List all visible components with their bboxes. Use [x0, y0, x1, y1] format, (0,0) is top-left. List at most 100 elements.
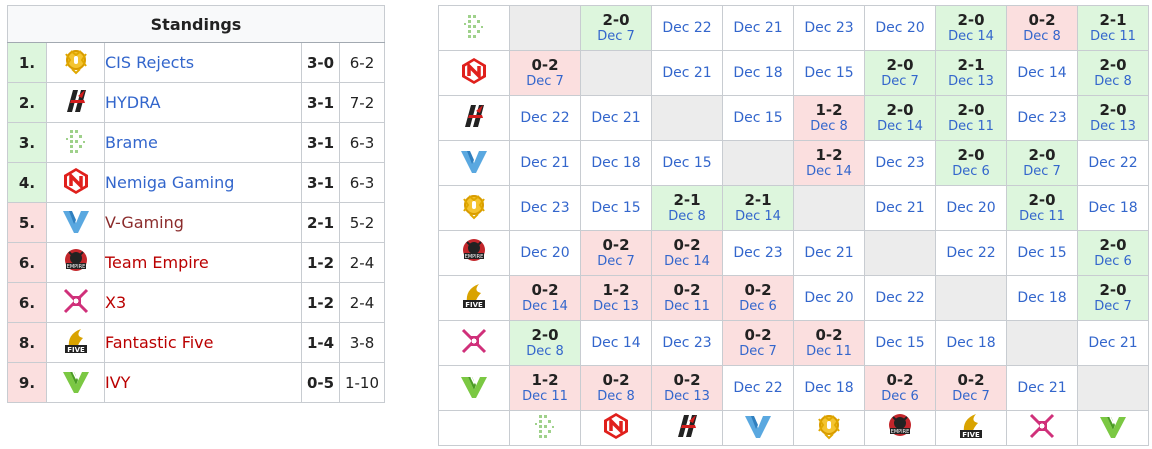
- match-date-link[interactable]: Dec 13: [664, 389, 710, 404]
- match-date-link[interactable]: Dec 20: [875, 20, 925, 36]
- match-date-link[interactable]: Dec 22: [733, 380, 783, 396]
- match-date-link[interactable]: Dec 18: [591, 155, 641, 171]
- match-date-link[interactable]: Dec 22: [662, 20, 712, 36]
- match-date-link[interactable]: Dec 22: [1088, 155, 1138, 171]
- match-date-link[interactable]: Dec 8: [597, 389, 635, 404]
- match-date-link[interactable]: Dec 8: [1023, 29, 1061, 44]
- match-date-link[interactable]: Dec 15: [804, 65, 854, 81]
- match-date-link[interactable]: Dec 8: [668, 209, 706, 224]
- match-date-link[interactable]: Dec 8: [526, 344, 564, 359]
- cis-rejects-logo-icon[interactable]: [459, 191, 489, 225]
- match-date-link[interactable]: Dec 18: [1088, 200, 1138, 216]
- match-date-link[interactable]: Dec 11: [948, 119, 994, 134]
- team-link[interactable]: CIS Rejects: [105, 53, 195, 72]
- match-date-link[interactable]: Dec 23: [804, 20, 854, 36]
- match-date-link[interactable]: Dec 23: [875, 155, 925, 171]
- match-date-link[interactable]: Dec 13: [948, 74, 994, 89]
- match-date-link[interactable]: Dec 23: [1017, 110, 1067, 126]
- ivy-logo-icon[interactable]: [1098, 411, 1128, 445]
- hydra-logo-icon[interactable]: [672, 411, 702, 445]
- team-link[interactable]: Nemiga Gaming: [105, 173, 235, 192]
- match-date-link[interactable]: Dec 11: [1019, 209, 1065, 224]
- hydra-logo-icon[interactable]: [61, 86, 91, 120]
- match-date-link[interactable]: Dec 21: [804, 245, 854, 261]
- v-gaming-logo-icon[interactable]: [61, 206, 91, 240]
- match-date-link[interactable]: Dec 7: [739, 344, 777, 359]
- brame-logo-icon[interactable]: [459, 11, 489, 45]
- ivy-logo-icon[interactable]: [459, 371, 489, 405]
- match-date-link[interactable]: Dec 14: [948, 29, 994, 44]
- team-link[interactable]: Fantastic Five: [105, 333, 214, 352]
- x3-logo-icon[interactable]: [459, 326, 489, 360]
- match-date-link[interactable]: Dec 22: [520, 110, 570, 126]
- match-date-link[interactable]: Dec 7: [1023, 164, 1061, 179]
- match-date-link[interactable]: Dec 15: [662, 155, 712, 171]
- match-date-link[interactable]: Dec 14: [1017, 65, 1067, 81]
- team-empire-logo-icon[interactable]: EMPIRE: [61, 246, 91, 280]
- nemiga-logo-icon[interactable]: [61, 166, 91, 200]
- x3-logo-icon[interactable]: [61, 286, 91, 320]
- match-date-link[interactable]: Dec 11: [806, 344, 852, 359]
- ivy-logo-icon[interactable]: [61, 366, 91, 400]
- match-date-link[interactable]: Dec 6: [881, 389, 919, 404]
- match-date-link[interactable]: Dec 20: [804, 290, 854, 306]
- match-date-link[interactable]: Dec 15: [591, 200, 641, 216]
- team-link[interactable]: IVY: [105, 373, 131, 392]
- brame-logo-icon[interactable]: [61, 126, 91, 160]
- nemiga-logo-icon[interactable]: [459, 56, 489, 90]
- team-link[interactable]: V-Gaming: [105, 213, 184, 232]
- match-date-link[interactable]: Dec 14: [735, 209, 781, 224]
- match-date-link[interactable]: Dec 14: [877, 119, 923, 134]
- team-empire-logo-icon[interactable]: EMPIRE: [459, 236, 489, 270]
- team-link[interactable]: X3: [105, 293, 127, 312]
- match-date-link[interactable]: Dec 11: [1090, 29, 1136, 44]
- match-date-link[interactable]: Dec 11: [664, 299, 710, 314]
- match-date-link[interactable]: Dec 7: [1094, 299, 1132, 314]
- match-date-link[interactable]: Dec 15: [1017, 245, 1067, 261]
- match-date-link[interactable]: Dec 18: [1017, 290, 1067, 306]
- team-link[interactable]: HYDRA: [105, 93, 161, 112]
- match-date-link[interactable]: Dec 21: [1088, 335, 1138, 351]
- cis-rejects-logo-icon[interactable]: [814, 411, 844, 445]
- match-date-link[interactable]: Dec 21: [875, 200, 925, 216]
- match-date-link[interactable]: Dec 7: [952, 389, 990, 404]
- match-date-link[interactable]: Dec 22: [946, 245, 996, 261]
- match-date-link[interactable]: Dec 7: [597, 254, 635, 269]
- match-date-link[interactable]: Dec 6: [739, 299, 777, 314]
- fantastic-five-logo-icon[interactable]: FIVE: [459, 281, 489, 315]
- match-date-link[interactable]: Dec 23: [733, 245, 783, 261]
- match-date-link[interactable]: Dec 14: [522, 299, 568, 314]
- match-date-link[interactable]: Dec 7: [597, 29, 635, 44]
- nemiga-logo-icon[interactable]: [601, 411, 631, 445]
- match-date-link[interactable]: Dec 15: [733, 110, 783, 126]
- v-gaming-logo-icon[interactable]: [743, 411, 773, 445]
- match-date-link[interactable]: Dec 18: [733, 65, 783, 81]
- match-date-link[interactable]: Dec 20: [520, 245, 570, 261]
- match-date-link[interactable]: Dec 18: [804, 380, 854, 396]
- match-date-link[interactable]: Dec 7: [881, 74, 919, 89]
- match-date-link[interactable]: Dec 8: [1094, 74, 1132, 89]
- match-date-link[interactable]: Dec 14: [806, 164, 852, 179]
- match-date-link[interactable]: Dec 21: [662, 65, 712, 81]
- match-date-link[interactable]: Dec 22: [875, 290, 925, 306]
- v-gaming-logo-icon[interactable]: [459, 146, 489, 180]
- cis-rejects-logo-icon[interactable]: [61, 46, 91, 80]
- match-date-link[interactable]: Dec 7: [526, 74, 564, 89]
- match-date-link[interactable]: Dec 8: [810, 119, 848, 134]
- match-date-link[interactable]: Dec 11: [522, 389, 568, 404]
- match-date-link[interactable]: Dec 21: [591, 110, 641, 126]
- match-date-link[interactable]: Dec 23: [662, 335, 712, 351]
- match-date-link[interactable]: Dec 21: [520, 155, 570, 171]
- fantastic-five-logo-icon[interactable]: FIVE: [61, 326, 91, 360]
- match-date-link[interactable]: Dec 20: [946, 200, 996, 216]
- match-date-link[interactable]: Dec 13: [593, 299, 639, 314]
- match-date-link[interactable]: Dec 23: [520, 200, 570, 216]
- match-date-link[interactable]: Dec 18: [946, 335, 996, 351]
- hydra-logo-icon[interactable]: [459, 101, 489, 135]
- match-date-link[interactable]: Dec 13: [1090, 119, 1136, 134]
- brame-logo-icon[interactable]: [530, 411, 560, 445]
- match-date-link[interactable]: Dec 6: [1094, 254, 1132, 269]
- match-date-link[interactable]: Dec 21: [733, 20, 783, 36]
- team-link[interactable]: Team Empire: [105, 253, 209, 272]
- match-date-link[interactable]: Dec 14: [664, 254, 710, 269]
